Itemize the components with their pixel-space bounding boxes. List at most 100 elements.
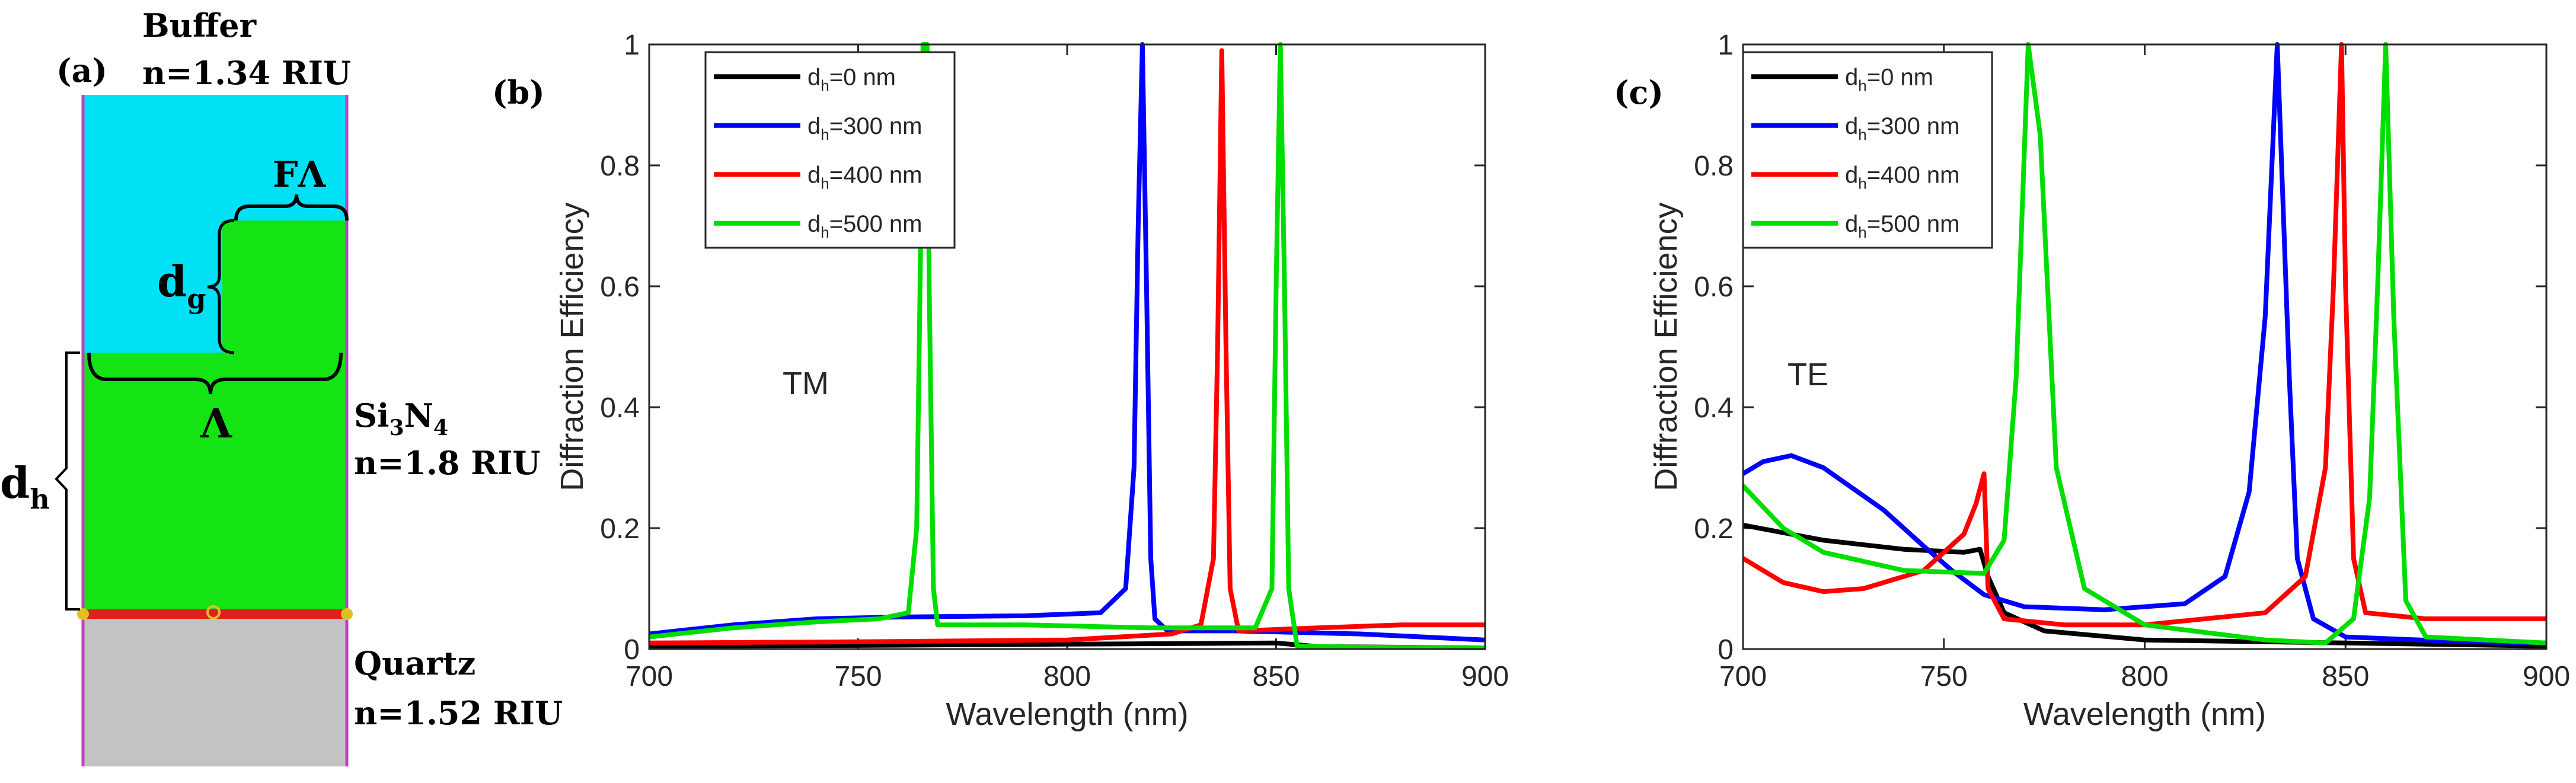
chart-c-ytick-label-0.8: 0.8 <box>1694 151 1734 182</box>
panel-c-label: (c) <box>1614 73 1664 111</box>
chart-b-axes-frame <box>648 43 1486 650</box>
chart-c: 700 750 800 850 900 0 0.2 0.4 0.6 0.8 1 Wavelength … <box>1648 30 2570 732</box>
substrate-layer <box>83 618 347 766</box>
interface-marker-right <box>341 608 353 620</box>
chart-c-legend-sub-2: h <box>1858 174 1866 192</box>
core-height-base: d <box>0 458 30 508</box>
fill-factor-bracket <box>234 194 349 221</box>
chart-c-legend-box <box>1742 51 1993 249</box>
chart-b-legend-sub-3: h <box>821 223 829 241</box>
chart-b-xtick-label-900: 900 <box>1461 661 1509 692</box>
fill-factor-label: FΛ <box>273 154 327 196</box>
chart-c-ytick-label-1: 1 <box>1718 30 1734 61</box>
chart-c-legend-sub-0: h <box>1858 76 1866 94</box>
chart-b-legend-sub-2: h <box>821 174 829 192</box>
chart-c-axes-frame <box>1742 43 2548 650</box>
chart-c-legend-base-2: d <box>1845 162 1858 188</box>
chart-b-legend-rest-0: =0 nm <box>829 64 896 90</box>
grating-depth-bracket <box>207 219 235 354</box>
chart-c-legend-base-1: d <box>1845 113 1858 139</box>
chart-b-legend-box <box>704 51 956 249</box>
period-bracket <box>87 352 343 395</box>
grating-tooth <box>222 220 347 353</box>
chart-b-xtick-label-700: 700 <box>625 661 673 692</box>
chart-c-legend-label-2: dh=400 nm <box>1845 162 1960 192</box>
chart-c-ytick-label-0.4: 0.4 <box>1694 392 1734 424</box>
chart-b-ytick-label-0: 0 <box>624 634 640 666</box>
chart-c-ylabel: Diffraction Efficiency <box>1648 202 1684 491</box>
chart-b-legend-sub-1: h <box>821 126 829 143</box>
chart-b-legend-rest-1: =300 nm <box>829 113 922 139</box>
interface-marker-mid <box>206 605 221 619</box>
chart-c-legend-rest-2: =400 nm <box>1867 162 1960 188</box>
chart-b-legend-label-2: dh=400 nm <box>807 162 922 192</box>
chart-b-legend-sub-0: h <box>821 76 829 94</box>
chart-b-legend-base-2: d <box>807 162 821 188</box>
chart-c-legend-sub-1: h <box>1858 126 1866 143</box>
chart-c-ytick-label-0.2: 0.2 <box>1694 513 1734 545</box>
chart-c-legend-label-1: dh=300 nm <box>1845 113 1960 143</box>
chart-b-xtick-label-850: 850 <box>1252 661 1300 692</box>
chart-b-legend-base-3: d <box>807 211 821 237</box>
chart-c-ytick-label-0.6: 0.6 <box>1694 271 1734 303</box>
core-height-sub: h <box>30 483 49 515</box>
core-name-sub1: 3 <box>390 416 404 440</box>
grating-depth-sub: g <box>187 283 206 315</box>
chart-c-legend-label-3: dh=500 nm <box>1845 211 1960 241</box>
chart-b-xtick-label-750: 750 <box>834 661 882 692</box>
chart-b-legend-base-0: d <box>807 64 821 90</box>
chart-b-legend-rest-2: =400 nm <box>829 162 922 188</box>
core-name: Si3N4 <box>354 397 448 440</box>
chart-b-ytick-label-0.6: 0.6 <box>600 271 640 303</box>
chart-c-xtick-label-700: 700 <box>1719 661 1767 692</box>
panel-a-label: (a) <box>56 52 107 90</box>
chart-b-legend-label-1: dh=300 nm <box>807 113 922 143</box>
grating-depth-base: d <box>157 256 187 306</box>
chart-b-annotation: TM <box>783 366 829 401</box>
buffer-index: n=1.34 RIU <box>142 54 351 92</box>
chart-c-legend-label-0: dh=0 nm <box>1845 64 1933 94</box>
chart-c-xtick-label-900: 900 <box>2523 661 2570 692</box>
chart-b-legend-base-1: d <box>807 113 821 139</box>
substrate-name: Quartz <box>354 644 475 682</box>
chart-b-ylabel: Diffraction Efficiency <box>554 202 590 491</box>
chart-b-ytick-label-1: 1 <box>624 30 640 61</box>
buffer-name: Buffer <box>142 7 257 44</box>
chart-b-ytick-label-0.8: 0.8 <box>600 151 640 182</box>
chart-c-legend-sub-3: h <box>1858 223 1866 241</box>
chart-c-xtick-label-850: 850 <box>2322 661 2369 692</box>
core-name-sub2: 4 <box>433 416 448 440</box>
grating-depth-label: dg <box>157 256 206 315</box>
chart-c-legend-base-3: d <box>1845 211 1858 237</box>
panel-b-label: (b) <box>492 73 545 111</box>
chart-c-annotation: TE <box>1787 357 1828 392</box>
chart-b-ytick-label-0.4: 0.4 <box>600 392 640 424</box>
chart-c-series-line-1 <box>1743 42 2546 645</box>
chart-c-xtick-label-750: 750 <box>1920 661 1968 692</box>
chart-b-series-line-3 <box>649 42 1485 650</box>
chart-c-ytick-label-0: 0 <box>1718 634 1734 666</box>
chart-b-ytick-label-0.2: 0.2 <box>600 513 640 545</box>
interface-line <box>83 609 347 619</box>
chart-c-xtick-label-800: 800 <box>2121 661 2168 692</box>
chart-c-series-line-3 <box>1743 42 2546 645</box>
chart-c-legend-base-0: d <box>1845 64 1858 90</box>
core-height-label: dh <box>0 458 50 515</box>
core-name-n: N <box>404 397 433 434</box>
chart-c-legend-rest-3: =500 nm <box>1867 211 1960 237</box>
core-layer <box>83 353 347 612</box>
chart-c-legend-rest-0: =0 nm <box>1867 64 1933 90</box>
chart-b-series-line-2 <box>649 48 1485 645</box>
chart-b-xtick-label-800: 800 <box>1043 661 1091 692</box>
chart-b-legend-label-0: dh=0 nm <box>807 64 896 94</box>
panel-a: (a) Buffer n=1.34 RIU FΛ dg Λ dh Si3N4 n… <box>0 7 563 766</box>
substrate-index: n=1.52 RIU <box>354 694 563 732</box>
chart-b: 700 750 800 850 900 0 0.2 0.4 0.6 0.8 1 Wavelength … <box>554 30 1509 732</box>
period-label: Λ <box>200 400 232 448</box>
chart-b-xlabel: Wavelength (nm) <box>946 696 1188 732</box>
chart-b-legend-rest-3: =500 nm <box>829 211 922 237</box>
chart-c-series-line-2 <box>1743 42 2546 628</box>
